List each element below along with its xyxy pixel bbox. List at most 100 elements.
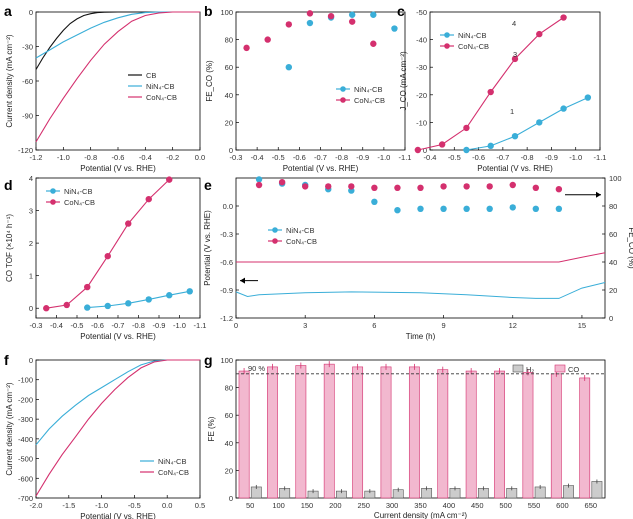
x-axis-label: Current density (mA cm⁻²) — [374, 511, 467, 519]
x-tick-label: -1.5 — [62, 501, 75, 510]
x-axis-label: Potential (V vs. RHE) — [80, 164, 156, 173]
reference-label: 90 % — [248, 364, 265, 373]
x-tick-label: -0.6 — [472, 153, 485, 162]
fe-point-ni — [486, 205, 493, 212]
y-tick-label: -300 — [18, 415, 33, 424]
y-tick-label: -30 — [22, 43, 33, 52]
legend-label: H₂ — [526, 365, 534, 374]
annotation: 1 — [510, 107, 514, 116]
fe-point-co — [463, 183, 470, 190]
x-tick-label: -0.5 — [71, 321, 84, 330]
data-point-co — [487, 88, 494, 96]
x-tick-label: 650 — [585, 501, 598, 510]
x-tick-label: -0.9 — [153, 321, 166, 330]
legend-label: NiN₄-CB — [458, 31, 486, 40]
x-tick-label: 0.5 — [195, 501, 205, 510]
y-tick-label: -30 — [416, 63, 427, 72]
x-tick-label: -0.8 — [335, 153, 348, 162]
x-tick-label: 6 — [372, 321, 376, 330]
bar-co — [550, 373, 562, 499]
legend-marker — [444, 32, 450, 38]
y-tick-label: -700 — [18, 494, 33, 503]
data-point-co — [63, 301, 70, 309]
data-point-ni — [166, 292, 173, 299]
panel-e: e 0 3 6 9 12 15 -1.2 -0.9 -0.6 -0.3 0.0 0 20 40 60 80 100… — [203, 174, 633, 341]
x-tick-label: 250 — [357, 501, 370, 510]
data-point-ni — [463, 146, 470, 154]
y-tick-label: 20 — [225, 466, 233, 475]
bar-co — [494, 370, 505, 499]
right-axis-arrowhead — [596, 191, 601, 198]
data-point-co — [560, 14, 567, 21]
legend-marker — [340, 86, 346, 92]
left-axis-arrowhead — [240, 277, 245, 284]
x-tick-label: -0.9 — [545, 153, 558, 162]
legend-swatch — [512, 364, 524, 373]
legend-marker — [50, 188, 56, 194]
x-axis-label: Potential (V vs. RHE) — [477, 164, 553, 173]
x-tick-label: -1.1 — [594, 153, 607, 162]
x-axis-label: Potential (V vs. RHE) — [80, 332, 156, 341]
panel-label: f — [4, 352, 9, 368]
y-tick-label: -500 — [18, 455, 33, 464]
bar-co — [408, 366, 420, 499]
plot-frame — [35, 359, 201, 499]
y-tick-label: 60 — [225, 411, 233, 420]
x-tick-label: -0.8 — [132, 321, 145, 330]
fe-point-co — [486, 183, 493, 190]
fe-point-co — [440, 183, 447, 190]
data-point-ni — [487, 142, 494, 150]
x-axis-label: Potential (V vs. RHE) — [283, 164, 359, 173]
y-axis-label: Potential (V vs. RHE) — [203, 210, 212, 286]
y-tick-label: 40 — [225, 91, 233, 100]
fe-point-co — [509, 181, 516, 189]
x-tick-label: 0 — [234, 321, 238, 330]
x-tick-label: -0.2 — [166, 153, 179, 162]
y-axis-label: Current density (mA cm⁻²) — [5, 34, 14, 127]
y-tick-label: 0 — [29, 304, 33, 313]
y-tick-label: 0 — [29, 8, 33, 17]
fe-point-co — [255, 181, 263, 189]
x-tick-label: 450 — [471, 501, 484, 510]
x-tick-label: -1.0 — [569, 153, 582, 162]
data-point-ni — [145, 296, 152, 303]
legend-label: CoN₄-CB — [158, 468, 189, 477]
y-tick-label: -1.2 — [220, 314, 233, 323]
annotation: 4 — [512, 19, 516, 28]
y-tick-label: 0 — [229, 494, 233, 503]
x-tick-label: -2.0 — [30, 501, 43, 510]
x-tick-label: -0.4 — [139, 153, 152, 162]
x-tick-label: 150 — [301, 501, 314, 510]
x-tick-label: -1.0 — [377, 153, 390, 162]
y2-tick-label: 20 — [609, 286, 617, 295]
plot-frame — [235, 11, 406, 151]
annotation: 3 — [513, 50, 517, 59]
x-axis-label: Potential (V vs. RHE) — [80, 512, 156, 519]
y-tick-label: 100 — [220, 356, 233, 365]
y-axis-label: FE_CO (%) — [205, 60, 214, 102]
fe-point-ni — [417, 205, 424, 212]
data-point-ni — [560, 105, 567, 112]
data-point-co — [145, 195, 152, 203]
series-line-cb — [35, 11, 200, 70]
data-point-ni — [584, 94, 592, 101]
fe-point-ni — [463, 205, 470, 212]
fe-point-co — [555, 186, 563, 193]
panel-g: g 0 20 40 60 80 100 50 100 150 200 250 300 350 400 450 5… — [204, 352, 606, 519]
data-point-co — [348, 18, 356, 25]
potential-line-ni — [235, 282, 606, 299]
x-tick-label: -0.5 — [448, 153, 461, 162]
data-point-co — [414, 146, 422, 154]
legend-label: CoN₄-CB — [354, 96, 385, 105]
y-tick-label: -60 — [22, 77, 33, 86]
y-tick-label: -20 — [416, 91, 427, 100]
data-point-ni — [125, 300, 132, 307]
legend-swatch — [554, 364, 566, 373]
fe-point-ni — [532, 205, 540, 212]
y-tick-label: -90 — [22, 112, 33, 121]
data-point-co — [536, 30, 543, 38]
data-point-co — [166, 176, 173, 183]
fe-point-co — [394, 184, 401, 191]
data-point-ni — [104, 302, 111, 310]
legend-label: CoN₄-CB — [64, 198, 95, 207]
